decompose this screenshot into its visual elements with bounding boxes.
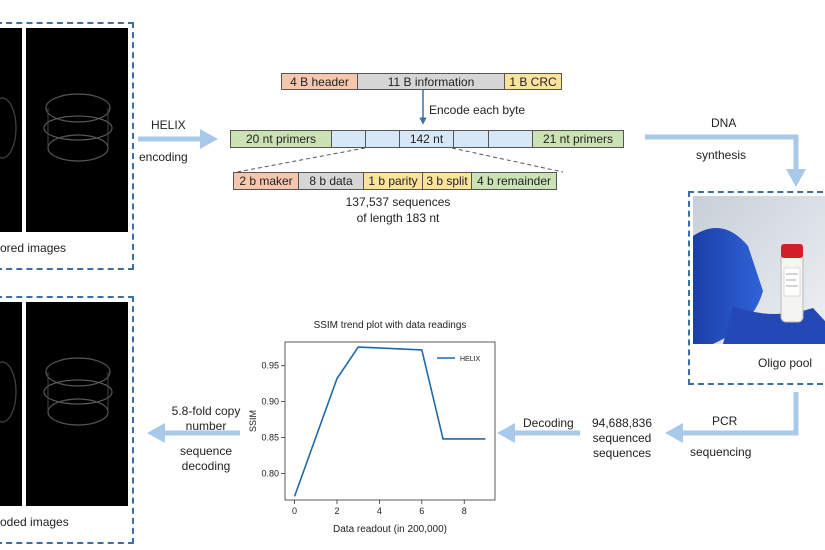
top-left-image-box: [0, 22, 134, 270]
x-axis-label: Data readout (in 200,000): [333, 524, 447, 535]
y-tick-label: 0.95: [261, 361, 279, 371]
helix-label: HELIX: [151, 118, 186, 132]
decoding-label: Decoding: [523, 416, 574, 430]
x-tick-label: 8: [462, 506, 467, 516]
pcr-arrow: [680, 392, 799, 436]
right-primer-segment: 21 nt primers: [532, 130, 624, 148]
copy-number-line4: decoding: [181, 459, 231, 473]
strand-cell-3: [453, 130, 489, 148]
dna-synthesis-arrow: [645, 134, 799, 172]
header-segment-1: 4 B header: [281, 73, 358, 90]
strand-cell-4: [488, 130, 533, 148]
x-tick-label: 2: [334, 506, 339, 516]
sequenced-count: 94,688,836: [591, 416, 653, 430]
encoding-label: encoding: [139, 150, 188, 164]
x-tick-label: 0: [292, 506, 297, 516]
byte-segment-5: 4 b remainder: [471, 172, 557, 190]
y-tick-label: 0.80: [261, 468, 279, 478]
strand-cell-2: [365, 130, 400, 148]
header-segment-2: 11 B information: [357, 73, 505, 90]
sequencing-label: sequencing: [690, 445, 752, 459]
strand-middle-label: 142 nt: [399, 130, 454, 148]
strand-cell-1: [331, 130, 366, 148]
ssim-chart: SSIM trend plot with data readings 0 2 4 6 8 0…: [248, 320, 496, 535]
synthesis-label: synthesis: [696, 148, 747, 162]
y-axis-label: SSIM: [248, 410, 258, 432]
pcr-label: PCR: [712, 414, 738, 428]
oligo-pool-caption: Oligo pool: [758, 356, 813, 370]
byte-segment-3: 1 b parity: [363, 172, 423, 190]
copy-number-line1: 5.8-fold copy: [171, 404, 241, 418]
top-left-caption: ored images: [0, 241, 67, 255]
expansion-line-left: [236, 147, 366, 173]
chart-title: SSIM trend plot with data readings: [314, 320, 467, 331]
oligo-photo: [693, 196, 825, 344]
sequenced-label: sequenced: [592, 431, 652, 445]
encode-each-byte-label: Encode each byte: [429, 103, 526, 117]
header-segment-3: 1 B CRC: [504, 73, 562, 90]
decoded-image-right: [26, 302, 128, 506]
original-image-right: [26, 28, 128, 232]
dna-label: DNA: [711, 116, 737, 130]
series-line-helix: [293, 346, 486, 497]
bottom-left-caption: oded images: [0, 515, 69, 529]
plot-frame: [284, 341, 496, 501]
sequences-label: sequences: [592, 446, 652, 460]
sequences-count: 137,537 sequences: [345, 195, 451, 209]
byte-segment-2: 8 b data: [298, 172, 364, 190]
bottom-left-image-box: [0, 296, 134, 544]
y-tick-label: 0.90: [261, 397, 279, 407]
left-primer-segment: 20 nt primers: [230, 130, 332, 148]
x-tick-label: 4: [377, 506, 382, 516]
decoded-image-left: [0, 302, 22, 506]
original-image-left: [0, 28, 22, 232]
expansion-line-right: [451, 147, 564, 173]
sequences-length: of length 183 nt: [356, 211, 440, 225]
byte-segment-1: 2 b maker: [233, 172, 299, 190]
copy-number-line2: number: [185, 419, 227, 433]
byte-segment-4: 3 b split: [422, 172, 472, 190]
legend-label: HELIX: [460, 356, 481, 363]
x-tick-label: 6: [419, 506, 424, 516]
y-tick-label: 0.85: [261, 433, 279, 443]
copy-number-line3: sequence: [179, 444, 233, 458]
oligo-pool-box: [688, 191, 825, 385]
